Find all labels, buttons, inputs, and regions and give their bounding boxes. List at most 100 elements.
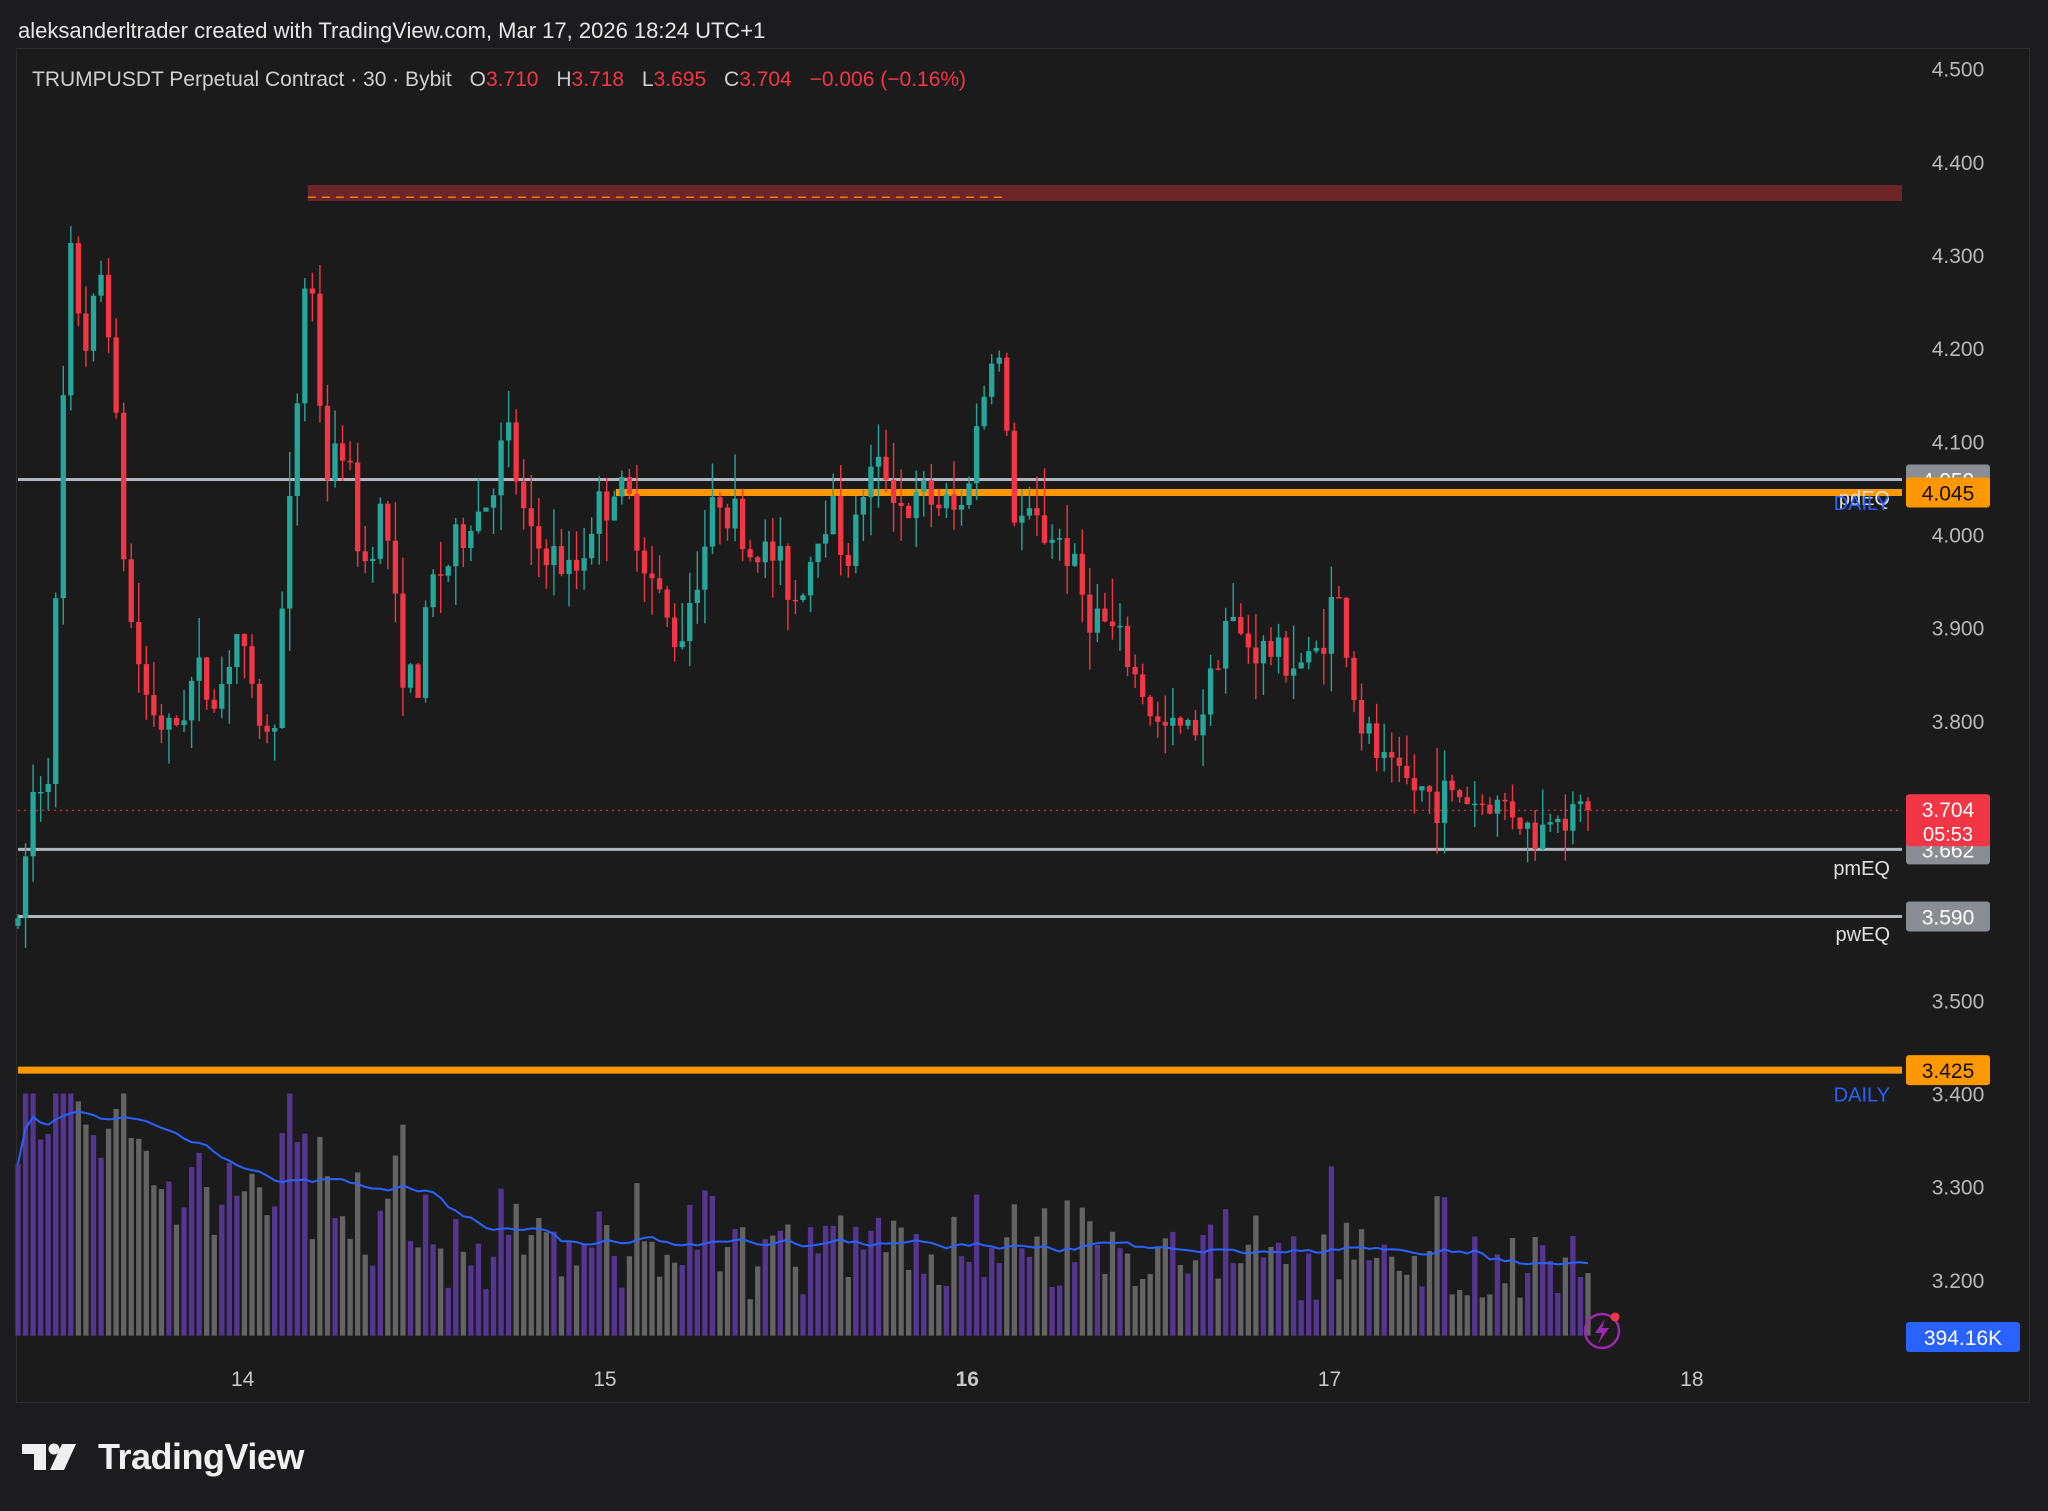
candle[interactable] [815, 543, 821, 578]
candle[interactable] [490, 488, 497, 534]
candle[interactable] [702, 509, 708, 624]
candle[interactable] [1494, 795, 1501, 837]
candle[interactable] [996, 350, 1002, 372]
candle[interactable] [551, 509, 557, 596]
candle[interactable] [604, 477, 610, 562]
candle[interactable] [422, 600, 429, 703]
candle[interactable] [271, 724, 278, 761]
candle[interactable] [1109, 578, 1116, 640]
candle[interactable] [1562, 794, 1568, 861]
candle[interactable] [151, 662, 157, 728]
candle[interactable] [453, 517, 459, 606]
candle[interactable] [649, 545, 655, 615]
candle[interactable] [505, 391, 512, 468]
candle[interactable] [792, 580, 799, 615]
candle[interactable] [241, 633, 248, 679]
candle[interactable] [1072, 543, 1078, 567]
candle[interactable] [1306, 636, 1312, 670]
candle[interactable] [860, 489, 867, 542]
candle[interactable] [1351, 651, 1357, 713]
legend-symbol[interactable]: TRUMPUSDT Perpetual Contract · 30 · Bybi… [32, 68, 452, 91]
candle[interactable] [234, 634, 240, 684]
candle[interactable] [1177, 716, 1184, 734]
candle[interactable] [573, 531, 580, 590]
candle[interactable] [392, 502, 399, 623]
candle[interactable] [15, 914, 21, 929]
candle[interactable] [294, 393, 300, 526]
candle[interactable] [1185, 718, 1191, 730]
candle[interactable] [641, 537, 648, 603]
candle[interactable] [875, 424, 882, 508]
candle[interactable] [219, 656, 225, 719]
candle[interactable] [400, 557, 406, 717]
candle[interactable] [468, 525, 474, 562]
candle[interactable] [672, 603, 678, 662]
candle[interactable] [83, 286, 89, 368]
candle[interactable] [1532, 810, 1538, 861]
candle[interactable] [589, 517, 595, 565]
candle[interactable] [181, 689, 187, 733]
candle[interactable] [1275, 623, 1282, 674]
candle[interactable] [1192, 709, 1199, 741]
candle[interactable] [1570, 791, 1576, 845]
candle[interactable] [362, 525, 368, 574]
candle[interactable] [1366, 716, 1372, 744]
candle[interactable] [136, 582, 142, 693]
candle[interactable] [770, 518, 776, 598]
candle[interactable] [339, 425, 346, 482]
candle[interactable] [324, 384, 331, 502]
candle[interactable] [1449, 774, 1455, 802]
candle[interactable] [913, 470, 919, 548]
candle[interactable] [121, 402, 127, 572]
candle[interactable] [800, 593, 806, 603]
candle[interactable] [1585, 796, 1591, 831]
candle[interactable] [1374, 703, 1380, 772]
candle[interactable] [1472, 781, 1478, 828]
candle[interactable] [626, 468, 633, 500]
candle[interactable] [1034, 476, 1040, 537]
candle[interactable] [143, 645, 149, 720]
candle[interactable] [264, 714, 270, 744]
candle[interactable] [823, 500, 829, 558]
candle[interactable] [1547, 813, 1553, 833]
candle[interactable] [60, 365, 66, 625]
candle[interactable] [1517, 817, 1523, 835]
candle[interactable] [483, 507, 489, 512]
candle[interactable] [370, 546, 376, 583]
candle[interactable] [188, 676, 195, 749]
candle[interactable] [256, 678, 263, 740]
candle[interactable] [1328, 566, 1335, 692]
candle[interactable] [1411, 754, 1418, 814]
candle[interactable] [475, 478, 482, 534]
candle[interactable] [1457, 788, 1463, 803]
candle[interactable] [1487, 796, 1493, 815]
candle[interactable] [724, 503, 731, 541]
brand[interactable]: TradingView [22, 1436, 304, 1478]
candle[interactable] [211, 689, 217, 713]
candle[interactable] [989, 354, 995, 405]
candle[interactable] [1170, 688, 1176, 746]
candle[interactable] [1502, 792, 1508, 821]
candle[interactable] [1041, 468, 1048, 545]
candle[interactable] [1117, 603, 1123, 651]
candle[interactable] [709, 463, 716, 555]
candle[interactable] [528, 474, 534, 566]
candle[interactable] [785, 543, 791, 631]
candle[interactable] [755, 555, 761, 573]
candle[interactable] [951, 461, 957, 530]
candle[interactable] [513, 409, 519, 495]
candle[interactable] [196, 618, 202, 722]
candle[interactable] [1426, 784, 1433, 814]
candle[interactable] [1087, 568, 1093, 670]
candle[interactable] [596, 476, 602, 565]
candle[interactable] [536, 498, 542, 578]
candle[interactable] [1019, 489, 1025, 551]
candle[interactable] [1132, 654, 1138, 688]
candle[interactable] [739, 488, 746, 561]
candle[interactable] [1479, 794, 1485, 816]
candle[interactable] [664, 585, 670, 627]
candle[interactable] [287, 451, 293, 651]
candle[interactable] [1162, 695, 1168, 754]
candle[interactable] [279, 591, 285, 729]
candle[interactable] [460, 517, 466, 568]
